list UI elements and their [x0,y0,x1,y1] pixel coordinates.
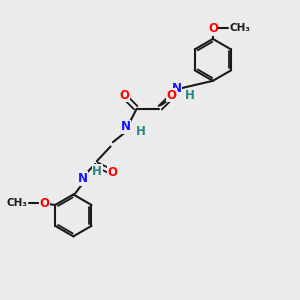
Text: O: O [120,89,130,102]
Text: CH₃: CH₃ [6,199,27,208]
Text: H: H [92,165,102,178]
Text: H: H [185,89,195,102]
Text: O: O [166,89,176,102]
Text: O: O [108,167,118,179]
Text: O: O [208,22,218,35]
Text: O: O [39,197,49,210]
Text: N: N [172,82,182,95]
Text: CH₃: CH₃ [230,23,251,34]
Text: N: N [78,172,88,185]
Text: N: N [121,120,131,133]
Text: H: H [136,125,146,139]
